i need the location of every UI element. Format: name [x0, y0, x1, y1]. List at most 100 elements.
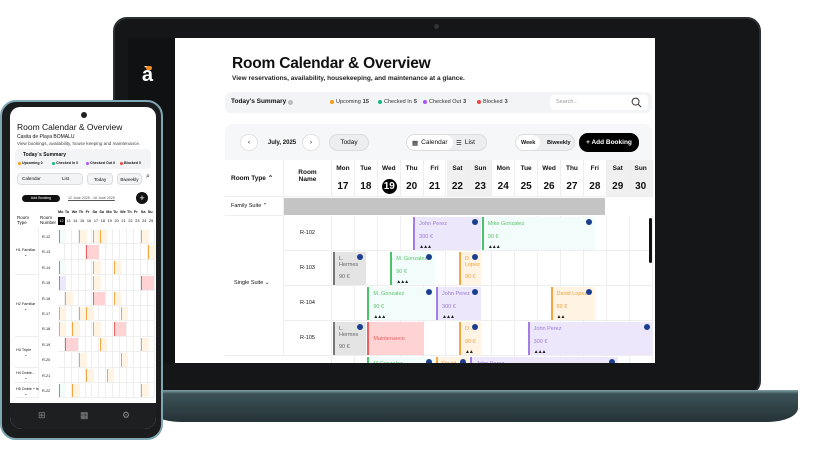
- phone-booking-mark[interactable]: [99, 337, 108, 352]
- phone-add-booking-button[interactable]: Add Booking: [22, 195, 60, 202]
- day-cell[interactable]: [606, 286, 630, 321]
- phone-day-cell[interactable]: [127, 383, 134, 399]
- phone-booking-mark[interactable]: [65, 291, 73, 305]
- phone-day-cell[interactable]: [120, 244, 127, 260]
- search-icon[interactable]: [631, 97, 642, 108]
- day-cell[interactable]: [538, 251, 561, 286]
- phone-day-cell[interactable]: [127, 352, 134, 368]
- booking-source-icon[interactable]: [426, 359, 433, 363]
- phone-room-group[interactable]: [15, 383, 39, 399]
- phone-booking-mark[interactable]: [141, 337, 149, 352]
- phone-booking-mark[interactable]: [58, 322, 67, 336]
- phone-day-cell[interactable]: [120, 367, 127, 383]
- day-cell[interactable]: [469, 251, 493, 286]
- group-family-suite[interactable]: Family Suite ⌃: [225, 197, 284, 216]
- day-cell[interactable]: [423, 251, 447, 286]
- day-cell[interactable]: [583, 286, 607, 321]
- booking-source-icon[interactable]: [357, 324, 364, 330]
- phone-day-cell[interactable]: [64, 367, 72, 383]
- phone-day-cell[interactable]: [78, 336, 86, 353]
- phone-day-cell[interactable]: [147, 321, 155, 337]
- phone-day-cell[interactable]: [127, 229, 134, 245]
- phone-day-cell[interactable]: [85, 352, 93, 368]
- phone-day-cell[interactable]: [133, 336, 141, 353]
- phone-booking-mark[interactable]: [65, 337, 78, 352]
- today-button[interactable]: Today: [329, 134, 369, 151]
- booking-block[interactable]: David Lopez: [436, 357, 470, 363]
- group-single-suite[interactable]: Single Suite ⌄: [225, 216, 284, 356]
- next-month-button[interactable]: ›: [302, 134, 320, 151]
- day-cell[interactable]: [469, 286, 493, 321]
- phone-day-cell[interactable]: [120, 290, 127, 306]
- phone-day-cell[interactable]: [64, 244, 72, 260]
- booking-block[interactable]: D... 90 € ▲▲: [458, 322, 481, 355]
- phone-booking-mark[interactable]: [93, 276, 101, 290]
- add-booking-button[interactable]: + Add Booking: [579, 133, 639, 152]
- day-cell[interactable]: [492, 321, 516, 356]
- booking-block[interactable]: M.Gonzalez: [367, 357, 436, 363]
- phone-day-cell[interactable]: [106, 229, 114, 245]
- phone-booking-mark[interactable]: [93, 322, 101, 336]
- phone-day-cell[interactable]: [71, 290, 79, 306]
- phone-day-cell[interactable]: [140, 244, 148, 260]
- booking-block[interactable]: Mike Gonzalez 90 € ▲▲▲: [481, 217, 596, 250]
- phone-booking-mark[interactable]: [106, 368, 115, 382]
- phone-booking-mark[interactable]: [86, 245, 99, 259]
- booking-source-icon[interactable]: [471, 289, 478, 295]
- phone-booking-mark[interactable]: [120, 307, 129, 321]
- phone-calendar-tab[interactable]: Calendar: [22, 176, 41, 181]
- phone-day-cell[interactable]: [140, 352, 148, 368]
- phone-booking-mark[interactable]: [93, 230, 101, 244]
- phone-day-cell[interactable]: [78, 383, 86, 399]
- day-cell[interactable]: [469, 321, 493, 356]
- phone-day-cell[interactable]: [133, 306, 141, 322]
- phone-day-cell[interactable]: [106, 383, 114, 399]
- phone-day-cell[interactable]: [92, 306, 100, 322]
- phone-day-cell[interactable]: [71, 229, 79, 245]
- phone-day-cell[interactable]: [127, 275, 134, 291]
- grid-icon[interactable]: ⊞: [38, 410, 46, 420]
- phone-day-cell[interactable]: [71, 275, 79, 291]
- phone-day-cell[interactable]: [85, 321, 93, 337]
- phone-day-cell[interactable]: [106, 259, 114, 276]
- phone-day-cell[interactable]: [133, 259, 141, 276]
- phone-day-cell[interactable]: [99, 367, 107, 383]
- phone-day-cell[interactable]: [147, 336, 155, 353]
- phone-day-cell[interactable]: [113, 383, 121, 399]
- day-cell[interactable]: [629, 251, 653, 286]
- phone-day-cell[interactable]: [78, 290, 86, 306]
- phone-booking-mark[interactable]: [58, 384, 67, 398]
- settings-icon[interactable]: ⚙: [122, 410, 131, 420]
- phone-day-cell[interactable]: [127, 290, 134, 306]
- phone-day-cell[interactable]: [64, 383, 72, 399]
- phone-day-cell[interactable]: [106, 290, 114, 306]
- booking-block[interactable]: Maintenance: [367, 322, 424, 355]
- phone-booking-mark[interactable]: [120, 353, 129, 367]
- phone-day-cell[interactable]: [106, 336, 114, 353]
- phone-day-cell[interactable]: [58, 244, 65, 260]
- phone-day-cell[interactable]: [147, 259, 155, 276]
- phone-day-cell[interactable]: [64, 306, 72, 322]
- phone-booking-mark[interactable]: [72, 384, 80, 398]
- phone-booking-mark[interactable]: [79, 307, 87, 321]
- booking-source-icon[interactable]: [471, 219, 478, 225]
- booking-source-icon[interactable]: [643, 324, 650, 330]
- phone-room-group[interactable]: [15, 229, 39, 276]
- day-cell[interactable]: [423, 321, 447, 356]
- phone-booking-mark[interactable]: [93, 260, 101, 275]
- phone-day-cell[interactable]: [78, 321, 86, 337]
- day-cell[interactable]: [606, 251, 630, 286]
- phone-day-cell[interactable]: [85, 275, 93, 291]
- phone-day-cell[interactable]: [120, 321, 127, 337]
- phone-day-cell[interactable]: [147, 383, 155, 399]
- phone-day-cell[interactable]: [133, 367, 141, 383]
- phone-day-cell[interactable]: [127, 321, 134, 337]
- booking-block[interactable]: M. Gonzalez 90 € ▲▲▲: [367, 287, 436, 320]
- phone-room-group[interactable]: [15, 275, 39, 337]
- week-tab[interactable]: Week: [516, 135, 541, 150]
- phone-booking-mark[interactable]: [58, 230, 67, 244]
- phone-day-cell[interactable]: [140, 259, 148, 276]
